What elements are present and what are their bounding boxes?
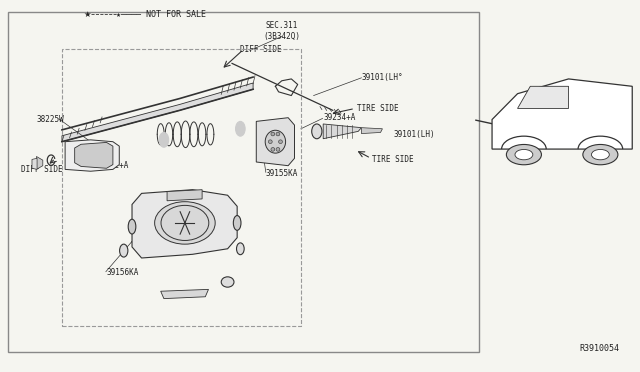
Text: 39101(LH): 39101(LH) [394,130,435,139]
Polygon shape [36,157,43,169]
Text: TIRE SIDE: TIRE SIDE [357,104,399,113]
Polygon shape [492,79,632,149]
Ellipse shape [276,132,280,136]
Ellipse shape [265,130,285,153]
Polygon shape [62,83,253,142]
Text: TIRE SIDE: TIRE SIDE [372,154,414,164]
Ellipse shape [128,219,136,234]
Polygon shape [167,190,202,201]
Ellipse shape [234,215,241,230]
Text: 39101(LH°: 39101(LH° [362,73,403,81]
Text: 39156KA: 39156KA [106,268,139,277]
Ellipse shape [271,132,275,136]
Polygon shape [518,86,568,109]
Text: 38225W: 38225W [36,115,64,124]
Text: 39734+A: 39734+A [132,239,164,248]
Ellipse shape [583,144,618,165]
Polygon shape [161,289,209,299]
Ellipse shape [276,148,280,151]
Ellipse shape [120,244,128,257]
Ellipse shape [155,202,215,244]
Text: DIFF SIDE: DIFF SIDE [241,45,282,54]
Polygon shape [323,124,362,139]
Ellipse shape [515,150,533,160]
Ellipse shape [278,140,282,144]
Polygon shape [132,190,237,258]
Ellipse shape [159,132,169,147]
Ellipse shape [591,150,609,160]
Text: 39234+A: 39234+A [323,113,356,122]
Ellipse shape [221,277,234,287]
Polygon shape [362,128,383,134]
Text: 39752+A: 39752+A [97,161,129,170]
Ellipse shape [506,144,541,165]
Text: R3910054: R3910054 [579,344,620,353]
Ellipse shape [236,121,245,136]
Ellipse shape [237,243,244,255]
Ellipse shape [268,140,272,144]
Polygon shape [65,140,119,171]
Text: ★: ★ [84,10,91,19]
Text: ★———— NOT FOR SALE: ★———— NOT FOR SALE [116,10,205,19]
Text: 39155KA: 39155KA [266,169,298,177]
Polygon shape [32,158,37,169]
Text: DIFF SIDE: DIFF SIDE [20,165,62,174]
Ellipse shape [271,148,275,151]
Polygon shape [256,118,294,166]
Polygon shape [75,142,113,168]
Ellipse shape [312,124,322,139]
Text: SEC.311
(3B342Q): SEC.311 (3B342Q) [263,20,300,41]
